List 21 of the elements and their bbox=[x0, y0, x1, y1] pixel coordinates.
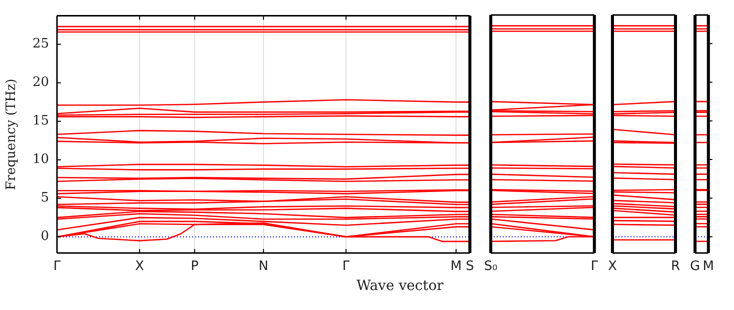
y-tick-label: 15 bbox=[32, 114, 49, 129]
x-tick-label: P bbox=[190, 259, 199, 274]
x-axis-title: Wave vector bbox=[356, 278, 444, 294]
x-tick-label: G bbox=[690, 259, 700, 274]
y-tick-label: 25 bbox=[32, 36, 49, 52]
x-tick-label: M bbox=[450, 259, 462, 274]
x-tick-label: M bbox=[702, 259, 714, 274]
y-tick-label: 5 bbox=[40, 190, 49, 206]
x-tick-label: N bbox=[258, 259, 268, 274]
x-tick-label: X bbox=[135, 259, 144, 274]
y-tick-label: 10 bbox=[32, 152, 49, 168]
x-tick-label: X bbox=[608, 259, 617, 274]
x-tick-label: Γ bbox=[342, 259, 350, 274]
x-tick-label: Γ bbox=[53, 259, 62, 274]
x-tick-label: R bbox=[670, 259, 680, 274]
y-tick-label: 20 bbox=[32, 75, 49, 90]
x-tick-label: Γ bbox=[590, 259, 599, 274]
x-tick-label: S₀ bbox=[484, 259, 498, 274]
y-axis-title: Frequency (THz) bbox=[4, 78, 20, 190]
x-tick-label: S bbox=[466, 259, 474, 274]
y-tick-label: 0 bbox=[40, 229, 49, 244]
